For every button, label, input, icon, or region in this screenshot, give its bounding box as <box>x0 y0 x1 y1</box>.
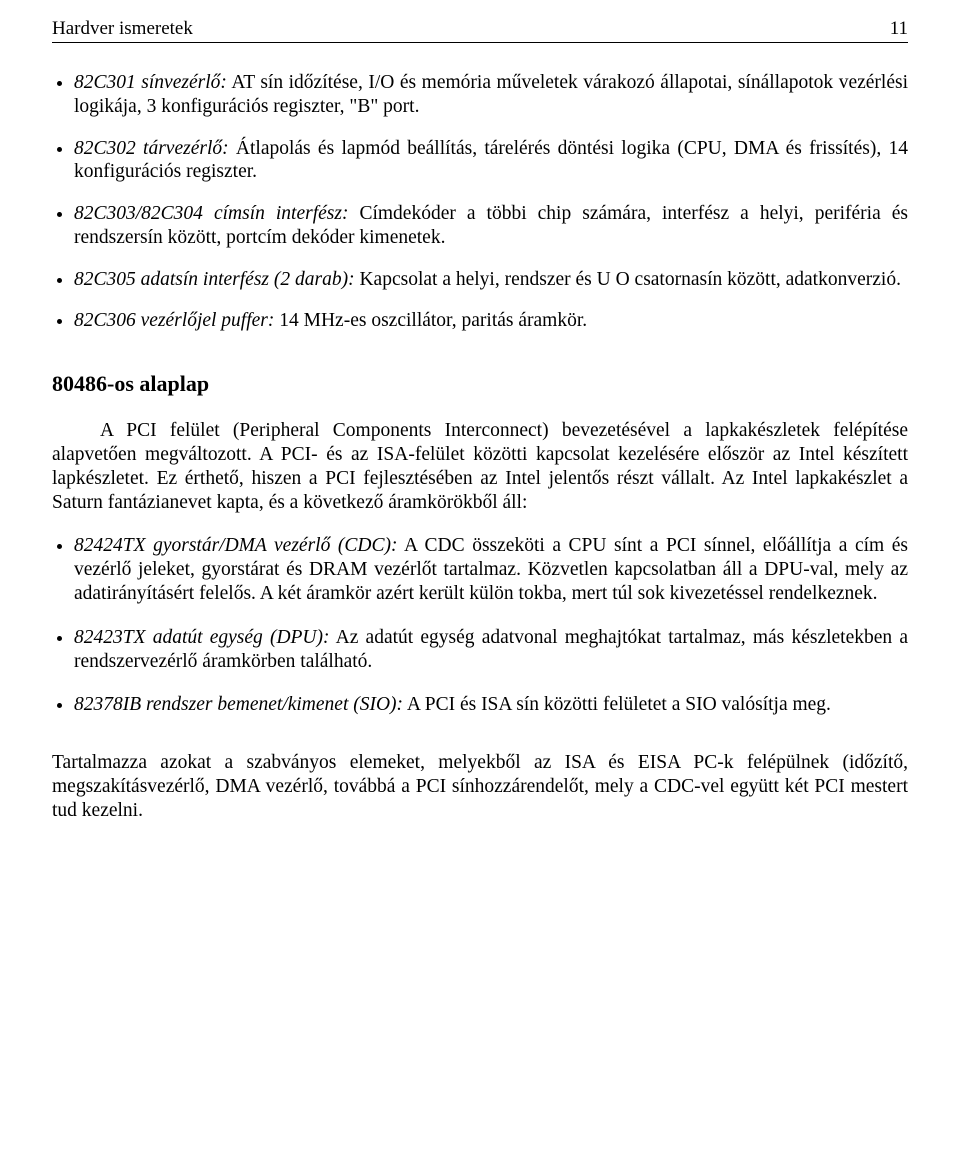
item-lead: 82378IB rendszer bemenet/kimenet (SIO): <box>74 694 403 715</box>
section-heading: 80486-os alaplap <box>52 371 908 397</box>
list-item: 82378IB rendszer bemenet/kimenet (SIO): … <box>74 693 908 717</box>
item-lead: 82424TX gyorstár/DMA vezérlő (CDC): <box>74 535 397 556</box>
item-lead: 82423TX adatút egység (DPU): <box>74 627 330 648</box>
page-header: Hardver ismeretek 11 <box>52 18 908 43</box>
item-lead: 82C303/82C304 címsín interfész: <box>74 203 348 224</box>
item-lead: 82C302 tárvezérlő: <box>74 138 229 159</box>
header-page-number: 11 <box>890 18 908 40</box>
item-lead: 82C305 adatsín interfész (2 darab): <box>74 269 355 290</box>
item-text: 14 MHz-es oszcillátor, paritás áramkör. <box>274 310 587 331</box>
list-item: 82C305 adatsín interfész (2 darab): Kapc… <box>74 268 908 292</box>
item-lead: 82C306 vezérlőjel puffer: <box>74 310 274 331</box>
body-paragraph: A PCI felület (Peripheral Components Int… <box>52 419 908 514</box>
closing-paragraph: Tartalmazza azokat a szabványos elemeket… <box>52 751 908 822</box>
chip-list-1: 82C301 sínvezérlő: AT sín időzítése, I/O… <box>52 71 908 333</box>
list-item: 82C303/82C304 címsín interfész: Címdekód… <box>74 202 908 250</box>
list-item: 82C301 sínvezérlő: AT sín időzítése, I/O… <box>74 71 908 119</box>
item-lead: 82C301 sínvezérlő: <box>74 72 227 93</box>
list-item: 82424TX gyorstár/DMA vezérlő (CDC): A CD… <box>74 534 908 605</box>
item-text: A PCI és ISA sín közötti felületet a SIO… <box>403 694 831 715</box>
list-item: 82C302 tárvezérlő: Átlapolás és lapmód b… <box>74 137 908 185</box>
item-text: Kapcsolat a helyi, rendszer és U O csato… <box>355 269 901 290</box>
list-item: 82C306 vezérlőjel puffer: 14 MHz-es oszc… <box>74 309 908 333</box>
page-container: Hardver ismeretek 11 82C301 sínvezérlő: … <box>0 0 960 862</box>
header-title: Hardver ismeretek <box>52 18 193 40</box>
list-item: 82423TX adatút egység (DPU): Az adatút e… <box>74 626 908 674</box>
chip-list-2: 82424TX gyorstár/DMA vezérlő (CDC): A CD… <box>52 534 908 717</box>
